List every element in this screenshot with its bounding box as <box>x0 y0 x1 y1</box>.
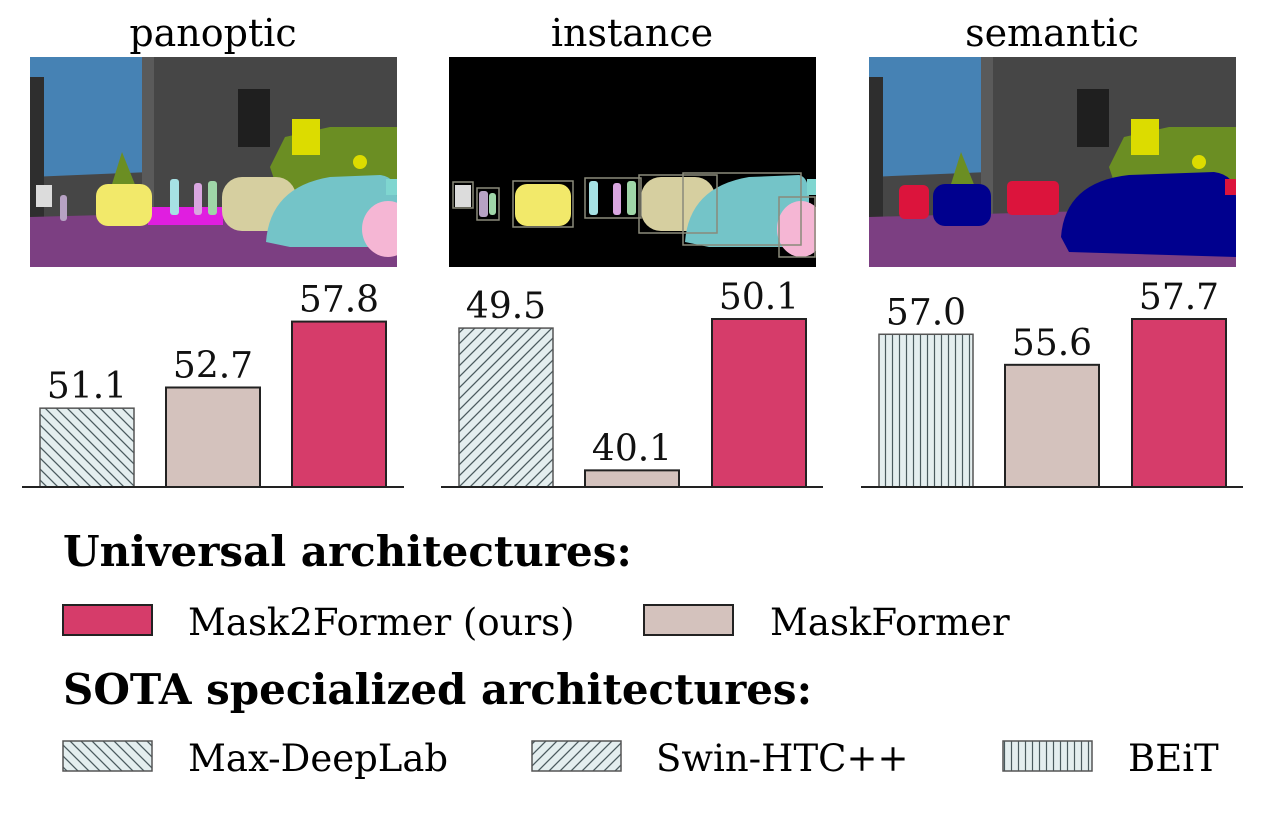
value-label-semantic-2: 57.7 <box>1139 277 1219 318</box>
legend-swatch-mask2former <box>62 604 153 636</box>
bars-layer: 51.1 52.7 57.8 49.5 40.1 50.1 57.0 55.6 57.7 <box>22 277 1243 489</box>
legend-sota-title: SOTA specialized architectures: <box>63 665 812 714</box>
bar-panoptic-max-deeplab <box>39 407 135 488</box>
value-label-panoptic-2: 57.8 <box>299 280 379 321</box>
value-label-instance-1: 40.1 <box>592 428 672 469</box>
legend-universal-title: Universal architectures: <box>63 527 632 576</box>
bar-instance-mask2former-ours <box>711 318 807 488</box>
instance-segmentation-image <box>449 57 816 267</box>
value-label-panoptic-1: 52.7 <box>173 345 253 386</box>
semantic-segmentation-image <box>869 57 1236 267</box>
legend-swatch-beit <box>1002 740 1093 772</box>
bar-instance-maskformer <box>584 469 680 488</box>
bar-semantic-maskformer <box>1004 363 1100 488</box>
legend-label-mask2former: Mask2Former (ours) <box>188 601 575 644</box>
legend-swatch-max-deeplab <box>62 740 153 772</box>
value-label-panoptic-0: 51.1 <box>47 366 127 407</box>
value-label-instance-2: 50.1 <box>719 277 799 318</box>
legend-swatch-maskformer <box>643 604 734 636</box>
legend-label-beit: BEiT <box>1128 737 1219 780</box>
legend-swatch-swin-htc <box>531 740 622 772</box>
panel-title-panoptic: panoptic <box>129 11 296 55</box>
legend-label-max-deeplab: Max-DeepLab <box>188 737 448 780</box>
panoptic-segmentation-image <box>30 57 397 267</box>
panel-title-instance: instance <box>551 11 713 55</box>
value-label-instance-0: 49.5 <box>466 286 546 327</box>
bar-semantic-mask2former-ours <box>1131 318 1227 488</box>
bar-semantic-beit <box>878 333 974 488</box>
legend-label-swin-htc: Swin-HTC++ <box>656 737 908 780</box>
bar-panoptic-maskformer <box>165 386 261 488</box>
bar-panoptic-mask2former-ours <box>291 320 387 489</box>
bar-instance-swin-htc <box>458 327 554 488</box>
legend-label-maskformer: MaskFormer <box>770 601 1010 644</box>
value-label-semantic-1: 55.6 <box>1012 323 1092 364</box>
panel-title-semantic: semantic <box>965 11 1139 55</box>
value-label-semantic-0: 57.0 <box>886 292 966 333</box>
